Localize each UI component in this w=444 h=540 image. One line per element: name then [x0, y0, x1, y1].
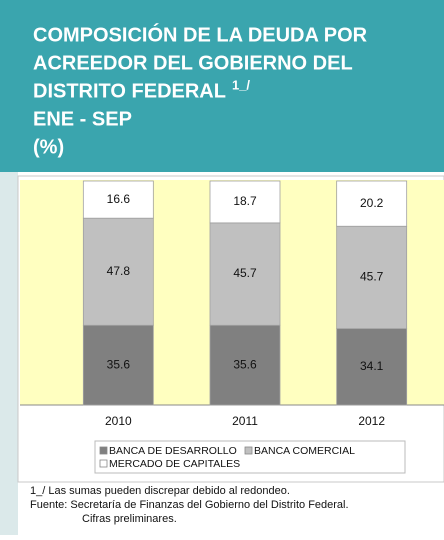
data-label: 18.7	[233, 194, 257, 208]
x-tick-label: 2012	[358, 414, 385, 428]
legend-label: MERCADO DE CAPITALES	[109, 458, 240, 470]
data-label: 45.7	[233, 266, 257, 280]
legend-box	[94, 440, 406, 474]
legend-label: BANCA COMERCIAL	[254, 445, 355, 457]
bar-segment	[336, 328, 408, 406]
bar-segment	[209, 324, 281, 406]
data-label: 20.2	[360, 196, 384, 210]
legend-swatch	[99, 446, 108, 455]
header	[0, 0, 444, 172]
chart-title: ACREEDOR DEL GOBIERNO DEL	[33, 52, 353, 74]
bar-segment	[336, 180, 408, 227]
chart-title: DISTRITO FEDERAL	[33, 80, 226, 102]
chart-title: (%)	[33, 136, 64, 158]
bar-segment	[209, 180, 281, 224]
x-tick-label: 2010	[105, 414, 132, 428]
bar-segment	[82, 324, 154, 406]
data-label: 16.6	[107, 192, 131, 206]
data-label: 47.8	[107, 264, 131, 278]
data-label: 45.7	[360, 270, 384, 284]
x-tick-label: 2011	[232, 414, 258, 428]
title-superscript: 1_/	[232, 77, 250, 92]
footnote: Cifras preliminares.	[82, 513, 177, 525]
data-label: 35.6	[233, 357, 257, 371]
chart-title: ENE - SEP	[33, 108, 132, 130]
footnote: 1_/ Las sumas pueden discrepar debido al…	[30, 485, 290, 497]
bar-segment	[82, 180, 154, 219]
data-label: 35.6	[107, 357, 131, 371]
bar-segment	[336, 225, 408, 330]
legend-label: BANCA DE DESARROLLO	[109, 445, 237, 457]
data-label: 34.1	[360, 359, 384, 373]
chart-title: COMPOSICIÓN DE LA DEUDA POR	[33, 22, 368, 46]
legend-swatch	[99, 459, 108, 468]
left-stripe	[0, 172, 18, 535]
bar-segment	[82, 217, 154, 326]
footnote: Fuente: Secretaría de Finanzas del Gobie…	[30, 499, 349, 511]
legend-swatch	[244, 446, 253, 455]
